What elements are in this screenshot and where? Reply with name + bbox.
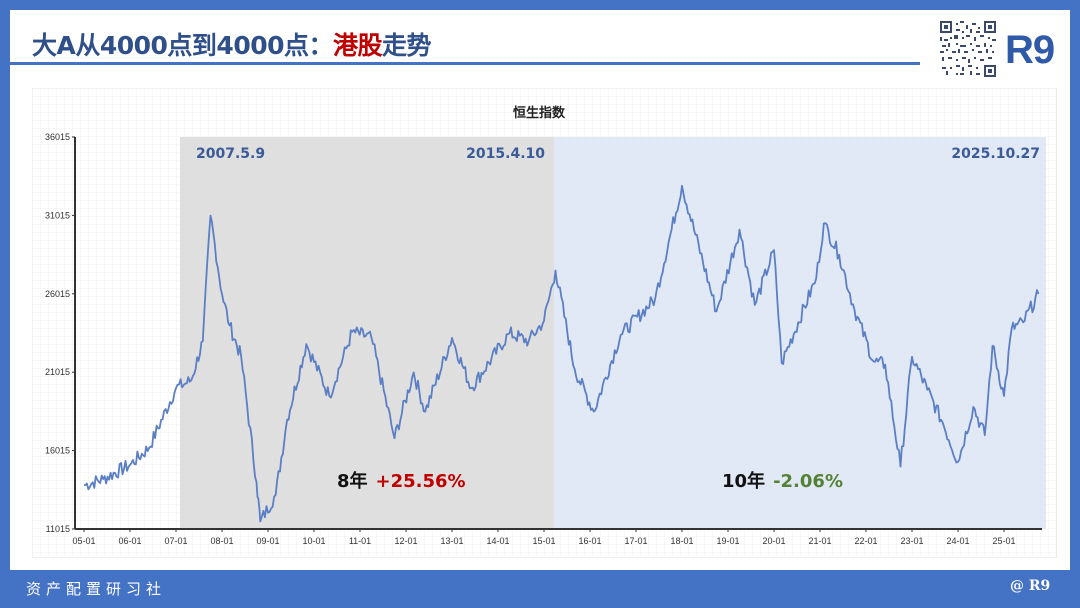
x-tick-label: 07-01 <box>164 536 187 546</box>
x-tick-label: 17-01 <box>624 536 647 546</box>
period-2-return: 10年 -2.06% <box>722 470 843 492</box>
title-prefix: 大A从4000点到4000点： <box>32 31 334 60</box>
x-tick-label: 12-01 <box>394 536 417 546</box>
x-tick-label: 18-01 <box>670 536 693 546</box>
annotation-end-date: 2025.10.27 <box>951 146 1040 162</box>
x-tick-label: 06-01 <box>118 536 141 546</box>
x-tick-label: 25-01 <box>992 536 1015 546</box>
brand-logo: R9 <box>1005 28 1055 72</box>
x-tick-label: 23-01 <box>900 536 923 546</box>
x-tick-label: 19-01 <box>716 536 739 546</box>
page-title: 大A从4000点到4000点：港股走势 <box>32 26 432 62</box>
x-tick-label: 21-01 <box>808 536 831 546</box>
hsi-line <box>83 184 1040 523</box>
hang-seng-chart: 恒生指数 36015 31015 26015 21015 16015 11015 05-0… <box>32 88 1057 558</box>
x-tick-label: 08-01 <box>210 536 233 546</box>
x-tick-label: 11-01 <box>349 536 371 546</box>
x-tick-label: 20-01 <box>762 536 785 546</box>
x-tick-label: 13-01 <box>440 536 463 546</box>
x-tick-label: 16-01 <box>578 536 601 546</box>
y-tick-label: 16015 <box>45 446 70 456</box>
footer-org-name: 资产配置研习社 <box>26 580 167 598</box>
annotation-start-date: 2007.5.9 <box>196 146 265 162</box>
y-tick-label: 36015 <box>45 132 70 142</box>
footer-signature: @ R9 <box>1010 578 1051 594</box>
x-tick-label: 22-01 <box>854 536 877 546</box>
title-highlight: 港股 <box>333 31 383 60</box>
x-tick-label: 05-01 <box>72 536 95 546</box>
x-tick-label: 24-01 <box>946 536 969 546</box>
title-underline <box>10 62 920 65</box>
title-suffix: 走势 <box>382 31 432 60</box>
x-tick-label: 09-01 <box>256 536 279 546</box>
y-tick-label: 31015 <box>45 210 70 220</box>
y-tick-label: 21015 <box>45 367 70 377</box>
y-tick-label: 26015 <box>45 289 70 299</box>
annotation-mid-date: 2015.4.10 <box>466 146 545 162</box>
x-tick-label: 10-01 <box>302 536 325 546</box>
x-tick-label: 15-01 <box>532 536 555 546</box>
period-1-return: 8年 +25.56% <box>337 470 466 492</box>
qr-code-icon <box>940 21 996 77</box>
x-tick-label: 14-01 <box>486 536 509 546</box>
chart-title: 恒生指数 <box>513 105 566 121</box>
slide: 大A从4000点到4000点：港股走势 R9 <box>10 10 1070 570</box>
y-tick-label: 11015 <box>46 524 70 534</box>
